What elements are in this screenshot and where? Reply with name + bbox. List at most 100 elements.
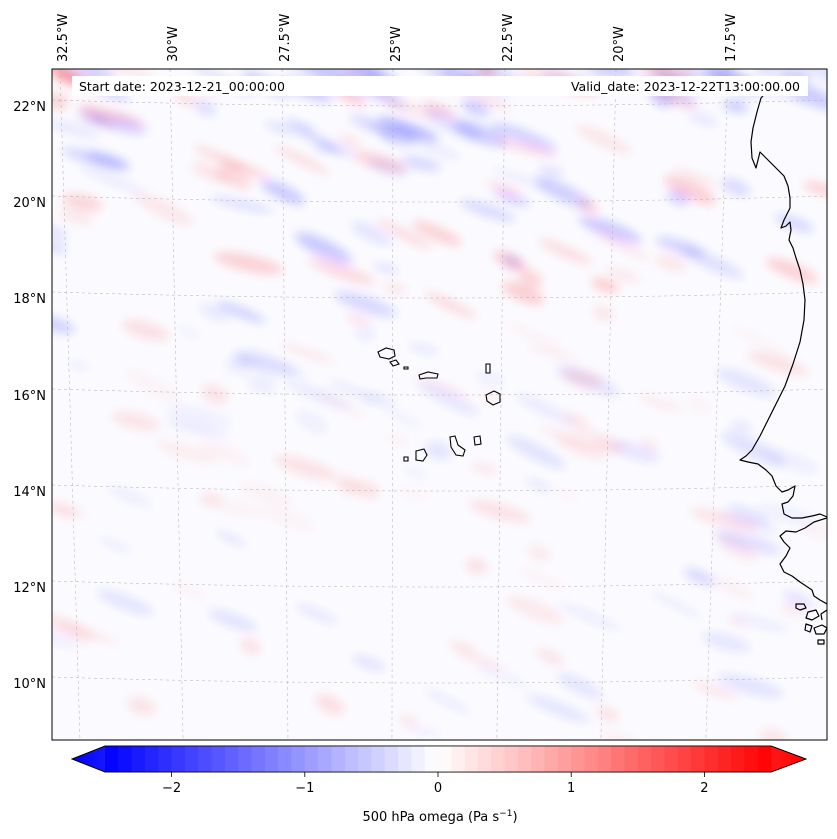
field-cell xyxy=(765,257,819,283)
colorbar-step xyxy=(131,746,146,772)
colorbar-step xyxy=(704,746,719,772)
field-cell xyxy=(215,530,247,547)
field-cell xyxy=(379,126,418,146)
map-frame xyxy=(51,68,828,741)
colorbar-step xyxy=(398,746,412,772)
field-cell xyxy=(728,613,790,632)
field-cell xyxy=(684,570,715,586)
field-cell xyxy=(328,379,381,404)
colorbar-step xyxy=(411,746,425,772)
field-cell xyxy=(556,436,607,460)
colorbar-step xyxy=(118,746,132,772)
field-cell xyxy=(295,410,329,434)
colorbar-step xyxy=(544,746,559,772)
colorbar-step xyxy=(624,746,639,772)
field-cell xyxy=(52,69,78,76)
field-cell xyxy=(66,360,91,370)
field-cell xyxy=(308,258,376,286)
island-boa-vista xyxy=(485,390,501,406)
field-cell xyxy=(783,590,813,609)
field-cell xyxy=(793,69,827,85)
longitude-labels: 32.5°W 30°W 27.5°W 25°W 22.5°W 20°W 17.5… xyxy=(56,14,739,62)
island-fogo xyxy=(415,448,428,462)
colorbar-step xyxy=(344,746,359,772)
island-sao-vicente xyxy=(389,359,400,367)
field-cell xyxy=(52,614,93,642)
field-cell xyxy=(556,602,623,631)
meridian xyxy=(59,69,81,740)
field-cell xyxy=(201,384,229,405)
island-sao-nicolau xyxy=(418,371,439,380)
island-bijagos-5 xyxy=(817,639,825,645)
colorbar-step xyxy=(384,746,399,772)
colorbar-step xyxy=(105,746,119,772)
field-cell xyxy=(459,199,517,222)
field-cell xyxy=(592,229,651,261)
colorbar-step xyxy=(637,746,652,772)
field-cell xyxy=(501,281,545,305)
field-cell xyxy=(351,654,386,672)
field-cell xyxy=(56,74,76,86)
field-cell xyxy=(216,301,266,323)
colorbar-step xyxy=(331,746,346,772)
field-cell xyxy=(93,114,147,135)
colorbar-step xyxy=(597,746,612,772)
field-cell xyxy=(519,269,543,289)
field-cell xyxy=(455,648,504,672)
colorbar-steps xyxy=(105,746,772,772)
colorbar-step xyxy=(531,746,545,772)
lat-label: 22°N xyxy=(13,100,46,115)
latitude-labels: 22°N 20°N 18°N 16°N 14°N 12°N 10°N xyxy=(13,100,46,692)
colorbar-step xyxy=(451,746,465,772)
field-cell xyxy=(293,128,354,157)
colorbar-step xyxy=(651,746,665,772)
colorbar-step xyxy=(251,746,266,772)
lat-label: 16°N xyxy=(13,389,46,404)
colorbar-step xyxy=(291,746,306,772)
field-cell xyxy=(345,314,371,325)
field-cell xyxy=(574,124,633,155)
field-cell xyxy=(240,638,261,655)
field-cell xyxy=(52,239,68,254)
colorbar-step xyxy=(211,746,226,772)
colorbar-step xyxy=(224,746,239,772)
field-cell xyxy=(505,595,565,625)
field-cell xyxy=(239,482,294,507)
colorbar-step xyxy=(504,746,519,772)
colorbar-step xyxy=(171,746,186,772)
field-cell xyxy=(578,216,642,244)
island-bijagos-3 xyxy=(804,623,813,633)
field-cell xyxy=(556,672,603,700)
meridian xyxy=(391,69,394,740)
field-cell xyxy=(516,569,568,590)
field-cell xyxy=(52,119,100,138)
field-cell xyxy=(716,674,784,698)
field-cell xyxy=(60,621,120,646)
field-cell xyxy=(285,381,352,409)
field-cell xyxy=(314,693,345,716)
field-cell xyxy=(503,254,523,269)
field-cell xyxy=(367,157,409,177)
lon-label: 30°W xyxy=(166,26,181,62)
field-cell xyxy=(465,558,488,574)
island-bijagos-2 xyxy=(805,609,820,621)
field-cell xyxy=(127,696,156,716)
field-cell xyxy=(354,325,377,343)
field-cell xyxy=(730,420,753,434)
island-maio xyxy=(473,435,482,446)
field-cell xyxy=(412,220,463,246)
graticule xyxy=(52,69,827,740)
field-cell xyxy=(200,491,222,506)
lat-label: 14°N xyxy=(13,485,46,500)
meridian xyxy=(600,69,617,740)
field-cell xyxy=(526,544,552,562)
colorbar-step xyxy=(691,746,705,772)
field-cell xyxy=(688,112,719,127)
field-cell xyxy=(78,110,105,125)
colorbar-label-tail: ) xyxy=(512,810,517,825)
colorbar-step xyxy=(717,746,732,772)
field-cell xyxy=(469,461,499,475)
field-cell xyxy=(218,160,269,178)
colorbar-step xyxy=(571,746,585,772)
field-cell xyxy=(382,282,409,295)
